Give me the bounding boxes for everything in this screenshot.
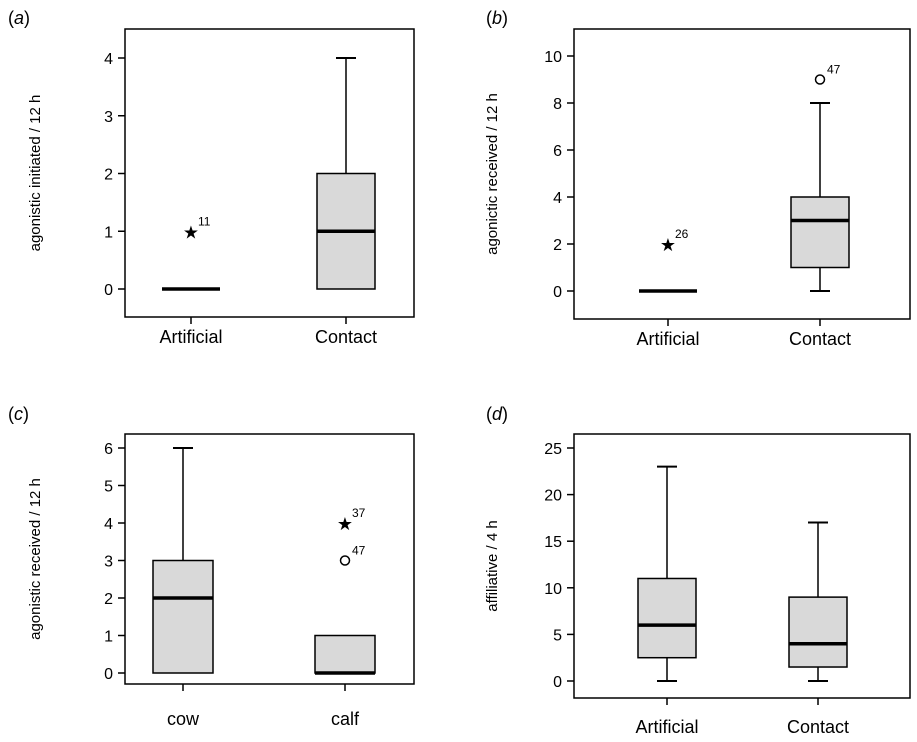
y-tick-label: 1 bbox=[104, 224, 113, 241]
chart-panel-a: (a) agonistic initiated / 12 h 0 1 2 3 4 Artifi… bbox=[8, 8, 415, 347]
outlier-label: 47 bbox=[352, 544, 366, 558]
x-category-label: Contact bbox=[315, 327, 377, 347]
y-tick-label: 1 bbox=[104, 629, 113, 646]
panel-label: (a) bbox=[8, 8, 30, 28]
y-tick-label: 20 bbox=[544, 488, 562, 505]
y-tick-label: 4 bbox=[104, 51, 113, 68]
outlier-star-marker: ★ bbox=[660, 235, 676, 255]
panel-label: (b) bbox=[486, 8, 508, 28]
y-tick-label: 4 bbox=[104, 516, 113, 533]
x-category-label: Contact bbox=[787, 717, 849, 737]
iqr-box bbox=[637, 577, 697, 659]
chart-panel-d: (d) affiliative / 4 h 0 5 10 15 20 25 Artificial… bbox=[484, 404, 911, 737]
y-axis-label: affiliative / 4 h bbox=[484, 520, 501, 611]
panel-letter: b bbox=[492, 8, 502, 28]
y-tick-label: 25 bbox=[544, 441, 562, 458]
y-tick-label: 5 bbox=[553, 627, 562, 644]
y-tick-label: 2 bbox=[104, 591, 113, 608]
outlier-star-marker: ★ bbox=[337, 514, 353, 534]
outlier-circle-marker bbox=[339, 555, 351, 566]
outlier-label: 26 bbox=[675, 227, 689, 241]
y-axis-label: agonistic initiated / 12 h bbox=[27, 95, 44, 252]
y-tick-label: 6 bbox=[104, 441, 113, 458]
x-category-label: Contact bbox=[789, 329, 851, 349]
y-tick-label: 3 bbox=[104, 554, 113, 571]
y-tick-label: 2 bbox=[104, 167, 113, 184]
y-tick-label: 6 bbox=[553, 143, 562, 160]
y-tick-label: 8 bbox=[553, 96, 562, 113]
panel-letter: a bbox=[14, 8, 24, 28]
chart-panel-b: (b) agonictic received / 12 h 0 2 4 6 8 10 Artif… bbox=[484, 8, 911, 349]
y-tick-label: 10 bbox=[544, 49, 562, 66]
y-axis-label: agonictic received / 12 h bbox=[484, 93, 501, 255]
plot-frame bbox=[573, 28, 911, 320]
y-tick-label: 15 bbox=[544, 534, 562, 551]
outlier-label: 37 bbox=[352, 506, 366, 520]
iqr-box bbox=[788, 596, 848, 668]
outlier-label: 47 bbox=[827, 63, 841, 77]
y-tick-label: 0 bbox=[104, 282, 113, 299]
y-tick-label: 0 bbox=[553, 284, 562, 301]
x-category-label: Artificial bbox=[636, 329, 699, 349]
y-tick-label: 2 bbox=[553, 237, 562, 254]
panel-label: (d) bbox=[486, 404, 508, 424]
y-tick-label: 5 bbox=[104, 479, 113, 496]
outlier-star-marker: ★ bbox=[183, 222, 199, 242]
x-category-label: cow bbox=[167, 709, 200, 729]
y-axis-label: agonistic received / 12 h bbox=[27, 478, 44, 640]
outlier-circle-marker bbox=[814, 74, 826, 85]
x-category-label: calf bbox=[331, 709, 360, 729]
y-tick-label: 10 bbox=[544, 581, 562, 598]
panel-letter: c bbox=[14, 404, 23, 424]
plot-frame bbox=[573, 433, 911, 699]
panel-label: (c) bbox=[8, 404, 29, 424]
chart-panel-c: (c) agonistic received / 12 h 0 1 2 3 4 5 6 cow ca… bbox=[8, 404, 415, 729]
panel-letter: d bbox=[492, 404, 503, 424]
iqr-box bbox=[314, 634, 376, 674]
iqr-box bbox=[790, 196, 850, 269]
y-tick-label: 0 bbox=[553, 674, 562, 691]
outlier-label: 11 bbox=[198, 214, 211, 228]
x-category-label: Artificial bbox=[635, 717, 698, 737]
plot-frame bbox=[124, 433, 415, 685]
y-tick-label: 0 bbox=[104, 666, 113, 683]
y-tick-label: 4 bbox=[553, 190, 562, 207]
y-tick-label: 3 bbox=[104, 109, 113, 126]
x-category-label: Artificial bbox=[159, 327, 222, 347]
iqr-box bbox=[152, 559, 214, 674]
